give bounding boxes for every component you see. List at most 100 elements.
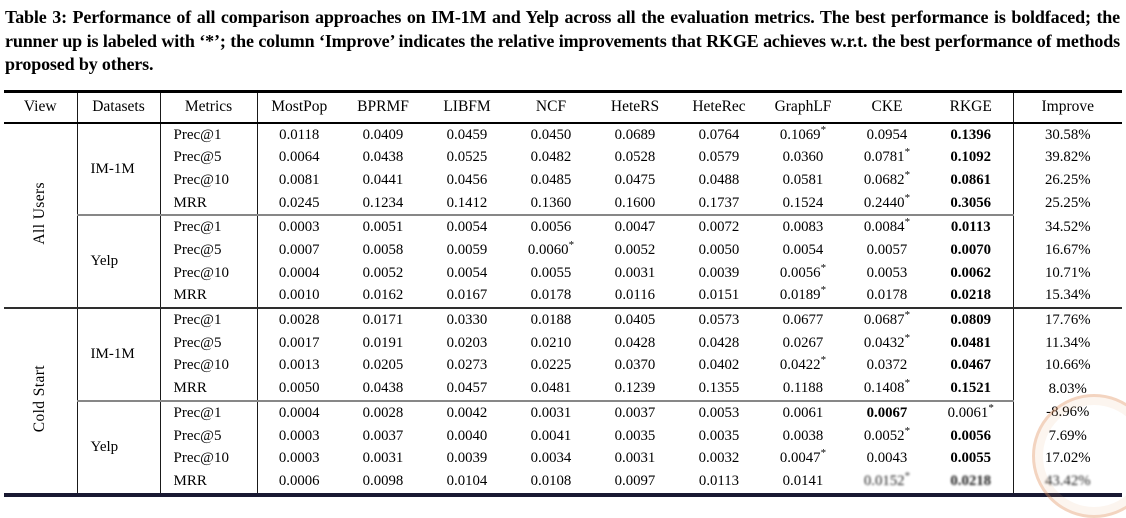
value-cell: 0.0039 — [446, 450, 488, 467]
value-cell: 0.0061* — [929, 399, 1014, 425]
value-cell: 0.0083 — [761, 214, 845, 240]
value-cell: 0.0042 — [425, 399, 509, 425]
value-cell: 0.0053 — [677, 399, 761, 425]
value-cell: 0.0055 — [530, 264, 572, 281]
table-row: Yelp Prec@1 0.0003 0.0051 0.0054 0.0056 0.0047… — [4, 214, 1122, 309]
value-cell: 0.0035 — [698, 427, 740, 444]
metric-cell: MRR — [160, 377, 258, 401]
value-cell: 0.0057 — [866, 242, 908, 259]
improve-cell: 16.67% — [1044, 242, 1091, 259]
improve-cell: 25.25% — [1044, 195, 1091, 212]
column-header-libfm: LIBFM — [425, 89, 509, 124]
metric-cell: Prec@10 — [160, 261, 258, 285]
value-cell: 0.1234 — [362, 194, 404, 211]
metric-cell: Prec@5 — [160, 146, 258, 170]
value-cell: 0.0004 — [278, 264, 320, 281]
view-label: Cold Start — [31, 364, 49, 433]
table-row: Prec@10 0.0003 0.0031 0.0039 0.0034 0.0031 0.0… — [4, 447, 1122, 471]
value-cell: 0.0050 — [278, 380, 320, 397]
value-cell: 0.0210 — [530, 334, 572, 351]
improve-cell: 7.69% — [1048, 427, 1087, 444]
value-cell: 0.0028 — [341, 399, 425, 425]
view-cell: All Users — [4, 122, 78, 309]
value-cell: 0.0677 — [761, 307, 845, 332]
value-cell: 0.1092 — [929, 146, 1014, 170]
value-cell: 0.0010 — [278, 287, 320, 304]
improve-cell: 26.25% — [1044, 171, 1091, 188]
value-cell: 0.0064 — [278, 149, 320, 166]
value-cell: 0.0467 — [929, 354, 1014, 378]
metric-cell: Prec@5 — [160, 331, 258, 355]
value-cell: 0.0043 — [866, 450, 908, 467]
value-cell: 0.0422* — [779, 354, 827, 374]
column-header-heters: HeteRS — [593, 89, 677, 124]
value-cell: 0.0162 — [362, 287, 404, 304]
column-header-bprmf: BPRMF — [341, 89, 425, 124]
value-cell: 0.0432* — [863, 331, 911, 351]
value-cell: 0.0205 — [362, 357, 404, 374]
value-cell: 0.0084* — [845, 214, 929, 240]
table-row: Cold Start IM-1M Prec@1 0.0028 0.0171 0.0330 0… — [4, 307, 1122, 495]
value-cell: 0.0051 — [341, 214, 425, 240]
table-row: MRR 0.0006 0.0098 0.0104 0.0108 0.0097 0.0113 0… — [4, 470, 1122, 495]
value-cell: 0.0438 — [362, 380, 404, 397]
value-cell: 0.1737 — [698, 194, 740, 211]
value-cell: 0.1069* — [779, 123, 827, 143]
value-cell: 0.0189* — [779, 284, 827, 304]
value-cell: 0.1239 — [614, 380, 656, 397]
dataset-cell: Yelp — [77, 214, 161, 309]
value-cell: 0.0438 — [362, 149, 404, 166]
value-cell: 0.0006 — [278, 472, 320, 489]
value-cell: 0.0032 — [698, 450, 740, 467]
value-cell: 0.0330 — [425, 307, 509, 332]
table-row: MRR 0.0010 0.0162 0.0167 0.0178 0.0116 0.0151 0… — [4, 284, 1122, 309]
value-cell: 0.0528 — [614, 149, 656, 166]
value-cell: 0.0370 — [614, 357, 656, 374]
value-cell: 0.0191 — [362, 334, 404, 351]
value-cell: 0.0058 — [362, 242, 404, 259]
value-cell: 0.0402 — [698, 357, 740, 374]
value-cell: 0.0031 — [362, 450, 404, 467]
value-cell: 0.0053 — [866, 264, 908, 281]
value-cell: 0.0861 — [929, 169, 1014, 192]
value-cell: 0.0062 — [929, 261, 1014, 285]
metric-cell: Prec@1 — [160, 122, 258, 147]
value-cell: 0.1600 — [614, 194, 656, 211]
value-cell: 0.1360 — [530, 194, 572, 211]
metric-cell: Prec@10 — [160, 354, 258, 378]
metric-cell: Prec@5 — [160, 424, 258, 448]
dataset-cell: IM-1M — [77, 122, 161, 216]
value-cell: 0.0188 — [509, 307, 593, 332]
value-cell: 0.0203 — [446, 334, 488, 351]
value-cell: 0.2440* — [863, 191, 911, 211]
value-cell: 0.0037 — [593, 399, 677, 425]
results-table: View Datasets Metrics MostPop BPRMF LIBF… — [4, 89, 1122, 497]
value-cell: 0.0061 — [761, 399, 845, 425]
value-cell: 0.1355 — [698, 380, 740, 397]
table-row: Prec@5 0.0007 0.0058 0.0059 0.0060* 0.0052 0.0… — [4, 239, 1122, 262]
value-cell: 0.0245 — [278, 194, 320, 211]
value-cell: 0.0003 — [257, 214, 341, 240]
value-cell: 0.0428 — [698, 334, 740, 351]
value-cell: 0.0017 — [278, 334, 320, 351]
dataset-cell: IM-1M — [77, 307, 161, 401]
value-cell: 0.0218 — [929, 284, 1014, 309]
value-cell: 0.0525 — [446, 149, 488, 166]
value-cell: 0.1412 — [446, 194, 488, 211]
table-row: Prec@10 0.0004 0.0052 0.0054 0.0055 0.0031 0.0… — [4, 261, 1122, 285]
value-cell: 0.3056 — [929, 191, 1014, 216]
value-cell: 0.0003 — [278, 427, 320, 444]
metric-cell: Prec@5 — [160, 239, 258, 262]
improve-cell: 11.34% — [1045, 334, 1091, 351]
value-cell: 0.0067 — [845, 399, 929, 425]
header-row: View Datasets Metrics MostPop BPRMF LIBF… — [4, 89, 1122, 124]
metric-cell: MRR — [160, 470, 258, 495]
value-cell: 0.0039 — [698, 264, 740, 281]
value-cell: 0.0054 — [446, 264, 488, 281]
value-cell: 0.0764 — [698, 126, 740, 143]
improve-cell: 15.34% — [1044, 287, 1091, 304]
value-cell: 0.0167 — [446, 287, 488, 304]
value-cell: 0.1396 — [929, 122, 1014, 147]
value-cell: 0.0372 — [866, 357, 908, 374]
improve-cell: 39.82% — [1044, 149, 1091, 166]
